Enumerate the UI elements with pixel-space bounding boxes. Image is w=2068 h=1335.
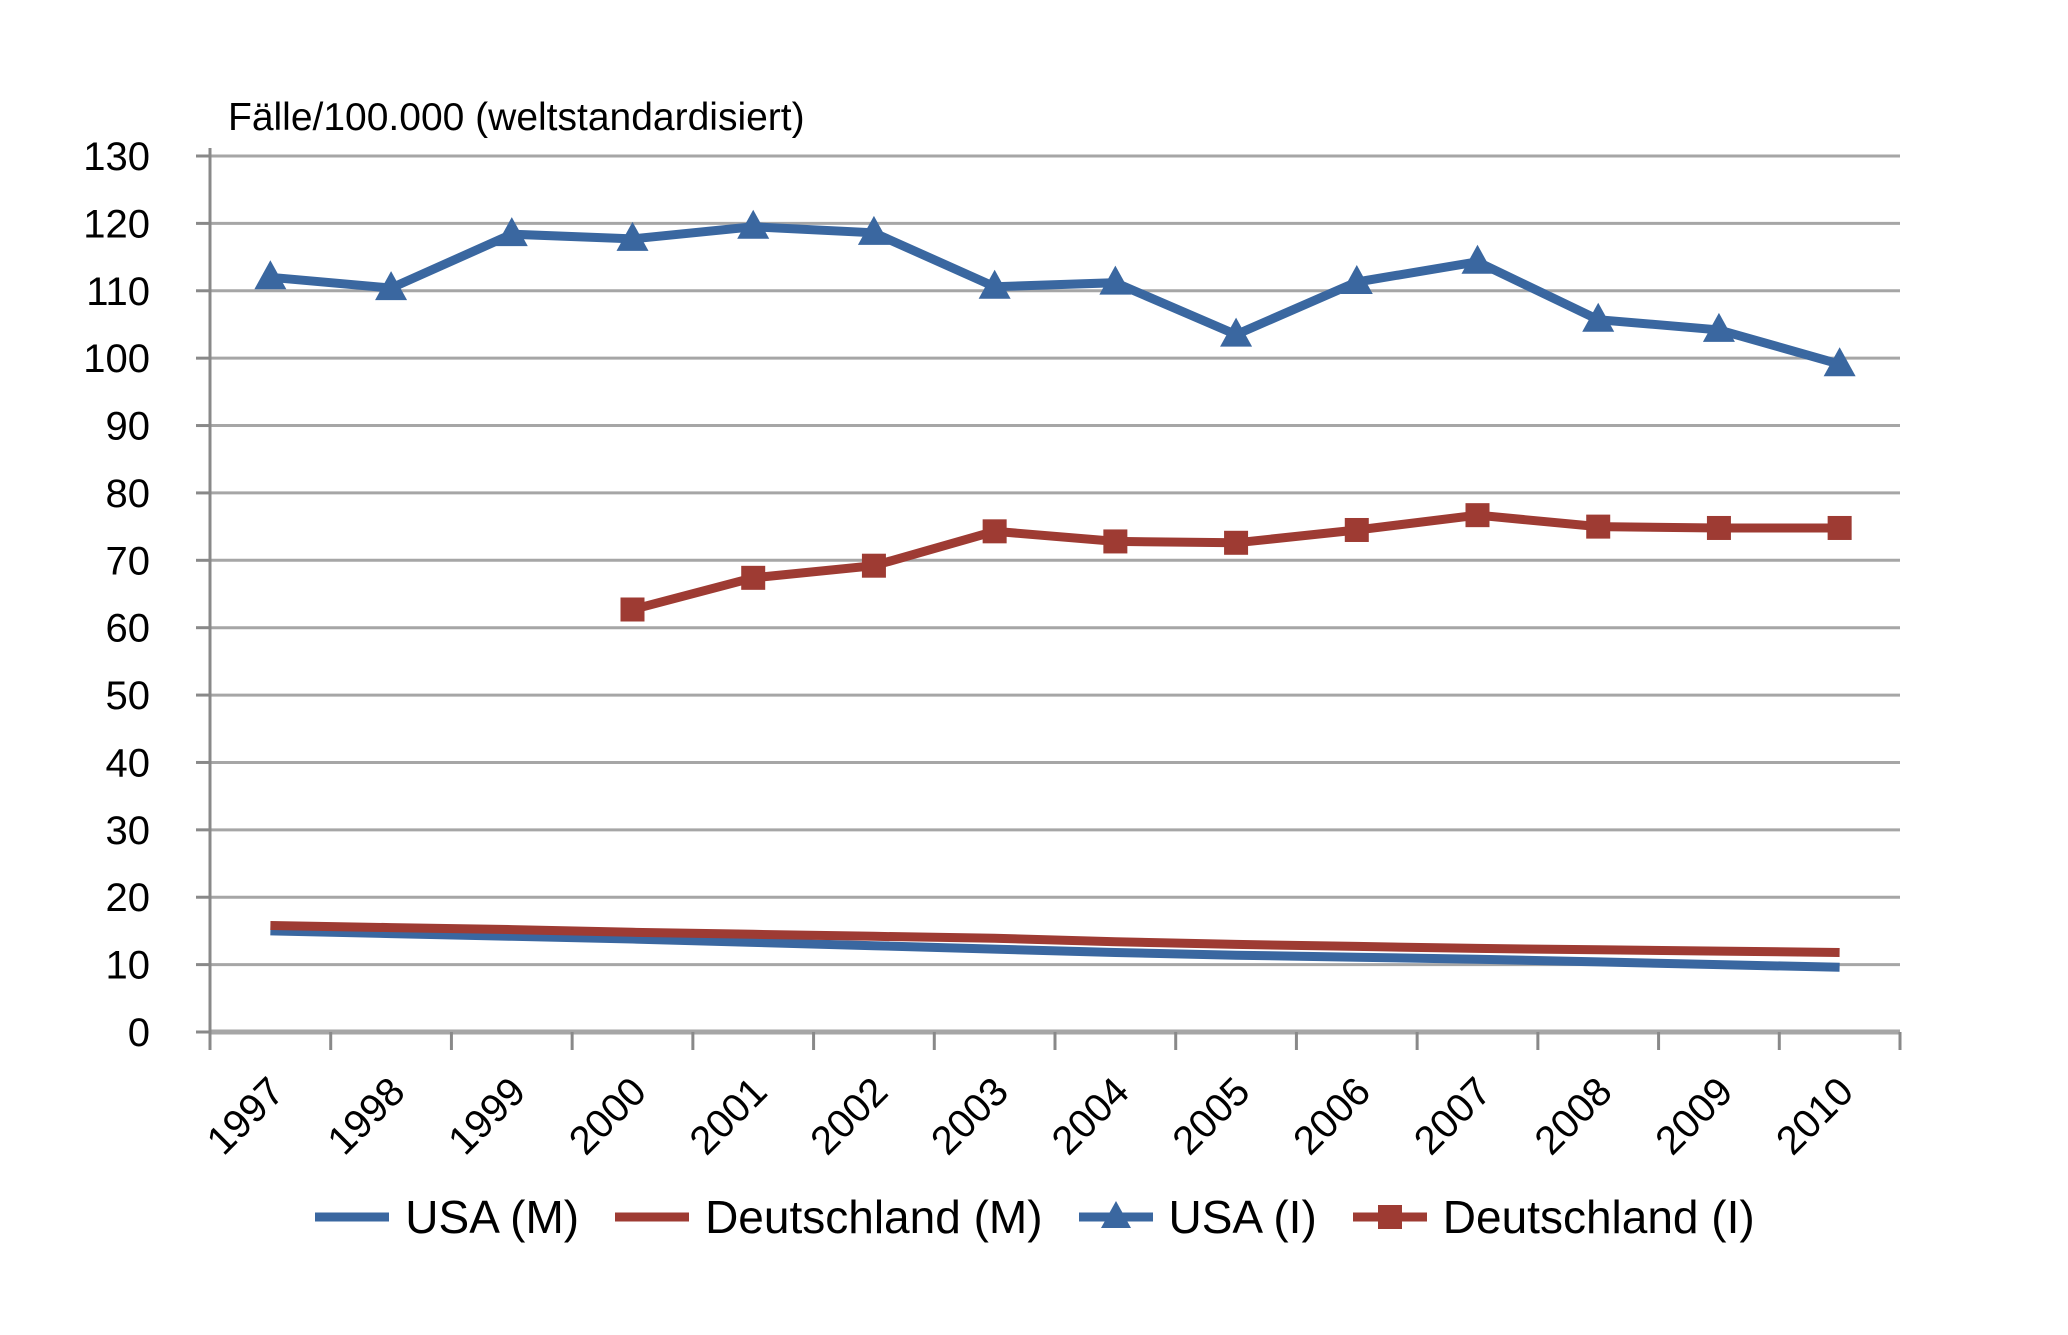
series-line-USA (I): [269, 222, 1841, 369]
x-axis-label: 2001: [682, 1069, 776, 1163]
y-axis-label: 70: [106, 539, 151, 583]
x-axis-label: 2004: [1044, 1069, 1138, 1163]
chart-title: Fälle/100.000 (weltstandardisiert): [228, 96, 805, 139]
data-point-square: [982, 519, 1007, 544]
data-point-square: [1224, 530, 1249, 555]
legend-square-marker-icon: [1377, 1205, 1402, 1229]
legend-item-Deutschland (I): Deutschland (I): [1351, 1190, 1755, 1244]
legend-item-USA (I): USA (I): [1077, 1190, 1317, 1244]
legend-label: Deutschland (I): [1442, 1191, 1755, 1243]
series-line-USA (M): [270, 926, 1840, 972]
legend-item-USA (M): USA (M): [313, 1190, 579, 1244]
data-point-triangle: [1823, 347, 1856, 377]
data-point-triangle: [1340, 265, 1373, 295]
legend-swatch-icon: [615, 1212, 690, 1222]
x-axis-label: 2010: [1768, 1069, 1862, 1163]
data-point-triangle: [1702, 312, 1735, 342]
data-point-square: [620, 597, 645, 622]
y-axis-label: 80: [106, 472, 151, 516]
x-axis-label: 2005: [1164, 1069, 1258, 1163]
y-axis-label: 20: [106, 876, 151, 920]
x-axis-label: 2000: [561, 1069, 655, 1163]
data-point-triangle: [1461, 244, 1494, 274]
series-line-Deutschland (M): [270, 921, 1840, 957]
x-axis-label: 2008: [1527, 1069, 1621, 1163]
data-point-square: [1344, 517, 1369, 542]
y-axis-label: 120: [83, 202, 150, 246]
data-point-triangle: [254, 260, 287, 290]
data-point-triangle: [1220, 317, 1253, 347]
data-point-triangle: [857, 215, 890, 245]
data-point-triangle: [616, 221, 649, 251]
y-axis-label: 40: [106, 741, 151, 785]
data-point-square: [1465, 503, 1490, 528]
data-point-triangle: [737, 209, 770, 239]
legend-label: USA (I): [1168, 1191, 1317, 1243]
x-axis-label: 2009: [1647, 1069, 1741, 1163]
legend-swatch-icon: [1078, 1201, 1153, 1228]
y-axis-label: 100: [83, 337, 150, 381]
x-axis-label: 2007: [1406, 1069, 1500, 1163]
x-axis-label: 2003: [923, 1069, 1017, 1163]
data-point-square: [741, 565, 766, 590]
legend-item-Deutschland (M): Deutschland (M): [613, 1190, 1043, 1244]
y-axis-label: 90: [106, 405, 151, 449]
data-point-triangle: [1099, 265, 1132, 295]
data-point-triangle: [495, 217, 528, 247]
y-axis-label: 10: [106, 944, 151, 988]
legend-swatch-icon: [315, 1212, 390, 1222]
x-axis-label: 1999: [440, 1069, 534, 1163]
x-axis-label: 2006: [1285, 1069, 1379, 1163]
data-point-square: [1706, 515, 1731, 540]
data-point-square: [1827, 515, 1852, 540]
data-point-square: [861, 553, 886, 578]
chart-legend: USA (M) Deutschland (M) USA (I) Deutschland…: [0, 1190, 2068, 1244]
legend-label: Deutschland (M): [705, 1191, 1043, 1243]
x-axis-label: 1997: [199, 1069, 293, 1163]
legend-label: USA (M): [405, 1191, 580, 1243]
data-point-triangle: [375, 271, 408, 301]
data-point-square: [1103, 529, 1128, 554]
x-axis-label: 1998: [319, 1069, 413, 1163]
data-point-square: [1586, 514, 1611, 539]
series-line-Deutschland (I): [631, 510, 1840, 614]
y-axis-label: 50: [106, 674, 151, 718]
data-point-triangle: [978, 269, 1011, 299]
y-axis-label: 60: [106, 607, 151, 651]
y-axis-label: 110: [86, 270, 150, 314]
legend-triangle-marker-icon: [1100, 1201, 1131, 1228]
y-axis-label: 130: [83, 135, 150, 179]
y-axis-label: 0: [128, 1011, 150, 1055]
legend-swatch-icon: [1352, 1205, 1427, 1229]
data-point-triangle: [1582, 302, 1615, 332]
y-axis-label: 30: [106, 809, 151, 853]
x-axis-label: 2002: [802, 1069, 896, 1163]
